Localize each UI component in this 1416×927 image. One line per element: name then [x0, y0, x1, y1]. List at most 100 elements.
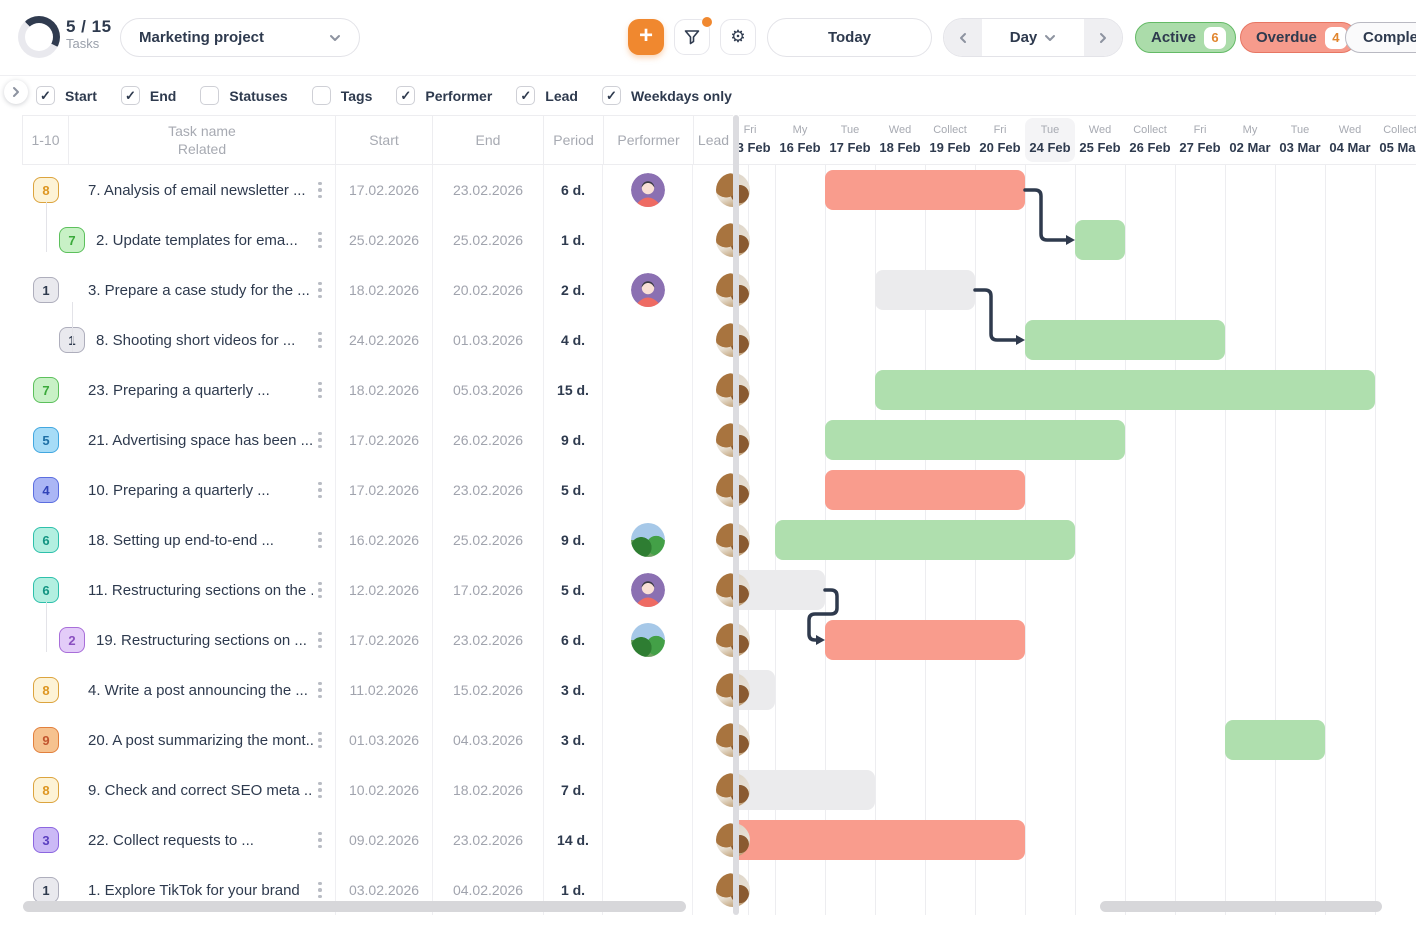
- gantt-bar-active[interactable]: [1025, 320, 1225, 360]
- overdue-pill-label: Overdue: [1256, 29, 1317, 46]
- table-row[interactable]: 2 19. Restructuring sections on ... 17.02.…: [22, 602, 750, 665]
- view-scale-selector[interactable]: Day: [982, 19, 1084, 56]
- column-header-lead: Lead: [693, 116, 733, 164]
- add-task-button[interactable]: +: [628, 19, 664, 55]
- task-lead-cell: [693, 215, 750, 265]
- kebab-menu-icon[interactable]: [313, 781, 327, 799]
- table-row[interactable]: 8 9. Check and correct SEO meta ... 10.02.…: [22, 765, 750, 815]
- gantt-date-column: My 16 Feb: [775, 118, 825, 162]
- filter-toggle-statuses[interactable]: Statuses: [200, 86, 288, 105]
- task-start-cell: 17.02.2026: [335, 465, 432, 515]
- table-row[interactable]: 3 22. Collect requests to ... 09.02.2026 23…: [22, 815, 750, 865]
- kebab-menu-icon[interactable]: [313, 181, 327, 199]
- kebab-menu-icon[interactable]: [313, 681, 327, 699]
- sidebar-expand-button[interactable]: [4, 80, 28, 104]
- gear-icon: ⚙: [730, 27, 746, 46]
- table-row[interactable]: 6 11. Restructuring sections on the ... 12…: [22, 565, 750, 615]
- gantt-bar-active[interactable]: [825, 420, 1125, 460]
- task-start-cell: 01.03.2026: [335, 715, 432, 765]
- table-row[interactable]: 1 8. Shooting short videos for ... 24.02.2…: [22, 302, 750, 365]
- filter-toggle-start[interactable]: ✓ Start: [36, 86, 97, 105]
- completed-filter-pill[interactable]: Completed: [1345, 22, 1416, 53]
- active-count-badge: 6: [1204, 26, 1227, 49]
- table-gantt-splitter[interactable]: [733, 115, 739, 915]
- table-row[interactable]: 7 2. Update templates for ema... 25.02.202…: [22, 202, 750, 265]
- table-row[interactable]: 8 7. Analysis of email newsletter ... 17.0…: [22, 165, 750, 215]
- prev-button[interactable]: [944, 19, 982, 56]
- active-filter-pill[interactable]: Active 6: [1135, 22, 1237, 53]
- gantt-bar-overdue[interactable]: [825, 170, 1025, 210]
- gantt-bar-active[interactable]: [1075, 220, 1125, 260]
- kebab-menu-icon[interactable]: [313, 881, 327, 899]
- kebab-menu-icon[interactable]: [313, 381, 327, 399]
- filter-button[interactable]: [674, 17, 712, 55]
- gantt-date-label: 25 Feb: [1079, 139, 1121, 155]
- gantt-bar-overdue[interactable]: [825, 470, 1025, 510]
- table-horizontal-scrollbar[interactable]: [23, 901, 686, 912]
- table-row[interactable]: 6 18. Setting up end-to-end ... 16.02.2026…: [22, 515, 750, 565]
- gantt-bar-overdue[interactable]: [825, 620, 1025, 660]
- today-button[interactable]: Today: [767, 18, 932, 57]
- kebab-menu-icon[interactable]: [313, 331, 327, 349]
- table-row[interactable]: 1 3. Prepare a case study for the ... 18.0…: [22, 265, 750, 315]
- task-start-cell: 12.02.2026: [335, 565, 432, 615]
- gantt-bar-overdue[interactable]: [739, 820, 1025, 860]
- gantt-date-column: Wed 25 Feb: [1075, 118, 1125, 162]
- task-performer-cell: [603, 265, 693, 315]
- task-performer-cell: [603, 815, 693, 865]
- project-selector[interactable]: Marketing project: [120, 18, 360, 57]
- kebab-menu-icon[interactable]: [313, 231, 327, 249]
- gantt-bar-active[interactable]: [1225, 720, 1325, 760]
- gantt-bar-done[interactable]: [875, 270, 975, 310]
- table-row[interactable]: 4 10. Preparing a quarterly ... 17.02.2026…: [22, 465, 750, 515]
- filter-toggle-tags[interactable]: Tags: [311, 86, 372, 105]
- performer-avatar[interactable]: [630, 623, 665, 657]
- overdue-filter-pill[interactable]: Overdue 4: [1240, 22, 1357, 53]
- task-lead-cell: [693, 615, 750, 665]
- task-name-label: 22. Collect requests to ...: [88, 831, 254, 849]
- gantt-bar-done[interactable]: [739, 770, 875, 810]
- kebab-menu-icon[interactable]: [313, 281, 327, 299]
- gantt-weekday-label: Fri: [993, 124, 1007, 137]
- filter-notification-dot: [702, 17, 712, 27]
- task-name-label: 2. Update templates for ema...: [96, 231, 298, 249]
- table-row[interactable]: 5 21. Advertising space has been ... 17.02…: [22, 415, 750, 465]
- kebab-menu-icon[interactable]: [313, 581, 327, 599]
- settings-button[interactable]: ⚙: [720, 19, 756, 55]
- kebab-menu-icon[interactable]: [313, 431, 327, 449]
- performer-avatar[interactable]: [630, 573, 665, 607]
- gantt-weekday-label: Collect: [1383, 124, 1416, 137]
- table-row[interactable]: 8 4. Write a post announcing the ... 11.02…: [22, 665, 750, 715]
- kebab-menu-icon[interactable]: [313, 531, 327, 549]
- task-performer-cell: [603, 365, 693, 415]
- task-period-cell: 9 d.: [543, 415, 603, 465]
- kebab-menu-icon[interactable]: [313, 481, 327, 499]
- performer-avatar[interactable]: [630, 173, 665, 207]
- kebab-menu-icon[interactable]: [313, 631, 327, 649]
- gantt-bar-active[interactable]: [875, 370, 1375, 410]
- filter-toggle-end[interactable]: ✓ End: [120, 86, 176, 105]
- gantt-row: [739, 665, 1416, 715]
- task-name-cell: 9. Check and correct SEO meta ...: [68, 765, 335, 815]
- task-performer-cell: [603, 415, 693, 465]
- gantt-bar-done[interactable]: [739, 570, 825, 610]
- task-period-cell: 3 d.: [543, 715, 603, 765]
- performer-avatar[interactable]: [630, 523, 665, 557]
- performer-avatar[interactable]: [630, 273, 665, 307]
- table-row[interactable]: 9 20. A post summarizing the mont... 01.03…: [22, 715, 750, 765]
- task-number-cell: 2: [22, 602, 85, 665]
- gantt-row: [739, 615, 1416, 665]
- filter-toggle-weekdays-only[interactable]: ✓ Weekdays only: [601, 86, 732, 105]
- kebab-menu-icon[interactable]: [313, 831, 327, 849]
- filter-toggle-performer[interactable]: ✓ Performer: [396, 86, 492, 105]
- kebab-menu-icon[interactable]: [313, 731, 327, 749]
- gantt-weekday-label: Wed: [1338, 124, 1362, 137]
- gantt-bar-active[interactable]: [775, 520, 1075, 560]
- tree-connector-line: [46, 202, 47, 252]
- next-button[interactable]: [1084, 19, 1122, 56]
- table-row[interactable]: 7 23. Preparing a quarterly ... 18.02.2026…: [22, 365, 750, 415]
- filter-toggle-lead[interactable]: ✓ Lead: [516, 86, 578, 105]
- filter-toggle-label: Lead: [545, 87, 578, 104]
- gantt-horizontal-scrollbar[interactable]: [1100, 901, 1382, 912]
- task-performer-cell: [603, 315, 693, 365]
